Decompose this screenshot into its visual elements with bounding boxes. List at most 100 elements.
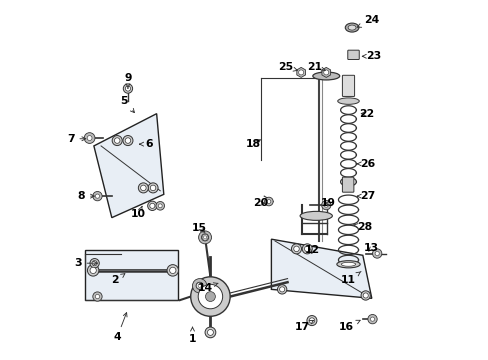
Ellipse shape — [312, 72, 339, 80]
Circle shape — [198, 284, 222, 309]
Circle shape — [198, 284, 201, 287]
Circle shape — [264, 197, 273, 206]
Circle shape — [298, 70, 303, 75]
Circle shape — [93, 192, 102, 201]
Text: 5: 5 — [121, 96, 134, 113]
Circle shape — [90, 267, 96, 274]
Circle shape — [201, 234, 208, 241]
Circle shape — [372, 249, 381, 258]
Polygon shape — [94, 114, 163, 218]
Circle shape — [306, 316, 316, 325]
Circle shape — [204, 327, 215, 338]
Circle shape — [198, 231, 211, 244]
Circle shape — [360, 291, 369, 300]
Ellipse shape — [337, 98, 359, 104]
FancyBboxPatch shape — [347, 50, 359, 59]
Circle shape — [323, 70, 328, 75]
Text: 20: 20 — [253, 198, 267, 208]
Circle shape — [84, 133, 95, 143]
Text: 24: 24 — [357, 15, 379, 27]
Circle shape — [156, 202, 164, 210]
Circle shape — [321, 201, 330, 210]
Circle shape — [122, 135, 133, 145]
Circle shape — [203, 236, 206, 239]
Circle shape — [95, 194, 100, 198]
Circle shape — [190, 277, 230, 316]
Circle shape — [367, 315, 376, 324]
Circle shape — [95, 294, 100, 299]
Text: 7: 7 — [67, 134, 85, 144]
Text: 17: 17 — [294, 320, 313, 332]
Circle shape — [141, 185, 146, 191]
Circle shape — [123, 84, 132, 93]
Circle shape — [138, 183, 148, 193]
Circle shape — [149, 203, 155, 208]
Circle shape — [150, 185, 156, 191]
Text: 11: 11 — [340, 271, 360, 285]
Circle shape — [114, 138, 120, 143]
Text: 4: 4 — [113, 312, 127, 342]
Circle shape — [293, 246, 299, 252]
Polygon shape — [85, 250, 178, 300]
Circle shape — [93, 292, 102, 301]
Circle shape — [266, 199, 270, 203]
Circle shape — [196, 282, 203, 289]
Circle shape — [169, 267, 176, 274]
Text: 13: 13 — [364, 243, 379, 253]
Circle shape — [374, 251, 379, 256]
Text: 25: 25 — [278, 62, 297, 72]
Circle shape — [370, 317, 374, 321]
Ellipse shape — [336, 261, 360, 268]
Circle shape — [207, 329, 213, 336]
Circle shape — [158, 204, 162, 208]
Text: 3: 3 — [74, 258, 97, 268]
Circle shape — [363, 293, 367, 298]
Text: 1: 1 — [188, 327, 196, 343]
Circle shape — [167, 265, 178, 276]
Circle shape — [291, 244, 301, 254]
Text: 15: 15 — [192, 224, 207, 233]
Circle shape — [147, 201, 157, 211]
Circle shape — [196, 283, 203, 289]
Circle shape — [192, 279, 206, 293]
Circle shape — [148, 183, 158, 193]
Circle shape — [324, 203, 327, 207]
Circle shape — [202, 234, 207, 240]
Circle shape — [90, 258, 99, 268]
Text: 19: 19 — [321, 198, 336, 208]
Circle shape — [279, 287, 284, 292]
FancyBboxPatch shape — [342, 75, 354, 96]
Polygon shape — [271, 239, 371, 298]
FancyBboxPatch shape — [342, 177, 353, 192]
Text: 22: 22 — [358, 109, 373, 119]
Circle shape — [92, 261, 97, 266]
Text: 28: 28 — [353, 222, 371, 231]
Circle shape — [277, 285, 286, 294]
Text: 21: 21 — [306, 62, 325, 72]
Circle shape — [302, 244, 312, 254]
Ellipse shape — [341, 262, 355, 266]
Text: 26: 26 — [357, 159, 375, 169]
Text: 27: 27 — [357, 191, 375, 201]
Circle shape — [125, 138, 130, 143]
Text: 8: 8 — [78, 191, 94, 201]
Circle shape — [87, 136, 92, 140]
Text: 12: 12 — [305, 245, 320, 255]
Circle shape — [308, 318, 314, 323]
Text: 18: 18 — [245, 139, 261, 149]
Circle shape — [112, 135, 122, 145]
Circle shape — [205, 292, 215, 301]
Text: 14: 14 — [197, 283, 218, 293]
Circle shape — [87, 265, 99, 276]
Circle shape — [304, 246, 309, 252]
Ellipse shape — [300, 211, 332, 220]
Polygon shape — [321, 67, 330, 77]
Text: 9: 9 — [124, 73, 131, 88]
Ellipse shape — [345, 23, 358, 32]
Text: 6: 6 — [140, 139, 153, 149]
Circle shape — [125, 86, 130, 91]
Ellipse shape — [347, 25, 355, 30]
Text: 10: 10 — [131, 206, 146, 219]
Text: 23: 23 — [362, 51, 381, 61]
Polygon shape — [296, 67, 305, 77]
